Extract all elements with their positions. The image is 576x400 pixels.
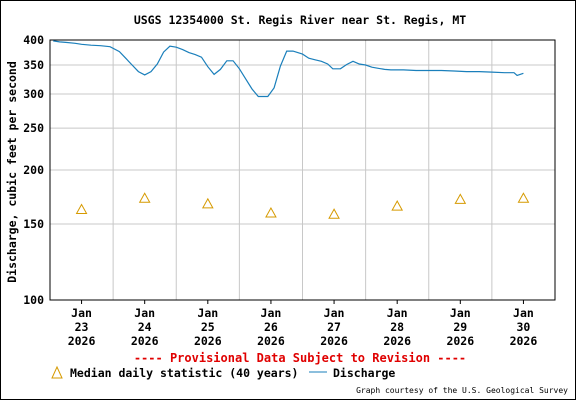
x-tick-label: Jan — [513, 306, 534, 320]
median-marker — [75, 203, 88, 215]
median-marker — [328, 208, 340, 219]
median-legend-label: Median daily statistic (40 years) — [70, 366, 298, 380]
x-tick-label: 28 — [390, 320, 404, 334]
median-marker — [454, 193, 467, 204]
x-tick-label: Jan — [197, 306, 218, 320]
x-tick-label: Jan — [387, 306, 408, 320]
y-tick-label: 400 — [23, 33, 44, 47]
y-tick-label: 300 — [23, 87, 44, 101]
median-marker — [391, 200, 404, 211]
discharge-series-line — [53, 40, 524, 98]
chart-title: USGS 12354000 St. Regis River near St. R… — [134, 13, 466, 27]
x-tick-label: 2026 — [510, 334, 538, 348]
median-marker — [517, 192, 530, 203]
credit-note: Graph courtesy of the U.S. Geological Su… — [356, 386, 568, 395]
series-layer — [53, 40, 530, 219]
x-tick-label: 30 — [517, 320, 531, 334]
x-tick-label: 26 — [264, 320, 278, 334]
x-tick-label: 24 — [138, 320, 152, 334]
x-tick-label: 23 — [75, 320, 89, 334]
x-tick-label: 2026 — [194, 334, 222, 348]
x-tick-label: Jan — [450, 306, 471, 320]
provisional-note: ---- Provisional Data Subject to Revisio… — [134, 351, 466, 365]
x-tick-labels: Jan232026Jan242026Jan252026Jan262026Jan2… — [68, 300, 538, 348]
y-tick-labels: 100 150 200 250 300 350 400 — [23, 33, 44, 307]
y-tick-label: 150 — [23, 217, 44, 231]
x-tick-label: Jan — [324, 306, 345, 320]
legend: Median daily statistic (40 years) Discha… — [51, 365, 395, 380]
x-tick-label: 27 — [327, 320, 341, 334]
x-tick-label: 29 — [453, 320, 467, 334]
x-tick-label: 2026 — [68, 334, 96, 348]
y-tick-label: 200 — [23, 163, 44, 177]
median-marker — [138, 192, 151, 203]
x-tick-label: 2026 — [320, 334, 348, 348]
y-axis-label: Discharge, cubic feet per second — [5, 61, 19, 283]
y-tick-label: 250 — [23, 121, 44, 135]
plot-area-border — [49, 39, 556, 301]
median-marker — [201, 197, 214, 209]
x-tick-label: Jan — [71, 306, 92, 320]
x-tick-label: Jan — [261, 306, 282, 320]
x-tick-label: 2026 — [257, 334, 285, 348]
discharge-legend-label: Discharge — [333, 366, 395, 380]
y-tick-label: 100 — [23, 293, 44, 307]
grid-lines — [50, 40, 555, 300]
x-tick-label: 2026 — [131, 334, 159, 348]
median-marker — [265, 206, 277, 218]
x-tick-label: 2026 — [383, 334, 411, 348]
x-tick-label: 25 — [201, 320, 215, 334]
x-tick-label: Jan — [134, 306, 155, 320]
x-tick-label: 2026 — [446, 334, 474, 348]
median-legend-marker — [51, 365, 63, 379]
y-tick-label: 350 — [23, 58, 44, 72]
